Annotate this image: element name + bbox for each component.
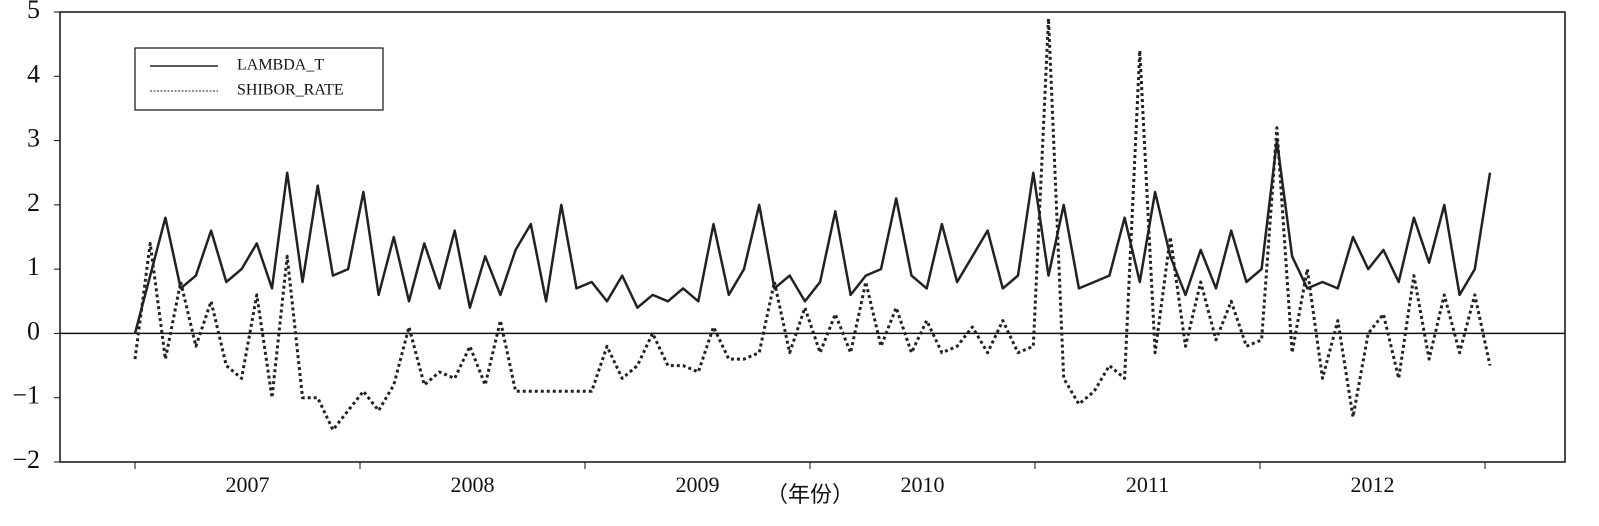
y-tick-label: 5 <box>27 0 40 24</box>
legend-label: LAMBDA_T <box>237 57 324 74</box>
x-axis-label: （年份） <box>766 482 854 507</box>
x-tick-label: 2011 <box>1126 472 1169 497</box>
y-tick-label: −1 <box>12 381 40 410</box>
x-tick-label: 2012 <box>1351 472 1395 497</box>
y-tick-label: 2 <box>27 188 40 217</box>
x-tick-label: 2009 <box>676 472 720 497</box>
legend-box <box>134 47 384 111</box>
legend-label: SHIBOR_RATE <box>237 82 344 99</box>
series-line <box>133 139 1492 334</box>
y-tick-label: 0 <box>27 316 40 345</box>
x-tick-label: 2007 <box>226 472 270 497</box>
x-tick-label: 2008 <box>451 472 495 497</box>
y-tick-label: 4 <box>27 59 40 88</box>
y-tick-label: 1 <box>27 252 40 281</box>
plot-frame <box>59 11 1566 463</box>
x-tick-label: 2010 <box>901 472 945 497</box>
y-tick-label: 3 <box>27 124 40 153</box>
y-tick-label: −2 <box>12 445 40 474</box>
series-line <box>133 16 1492 432</box>
